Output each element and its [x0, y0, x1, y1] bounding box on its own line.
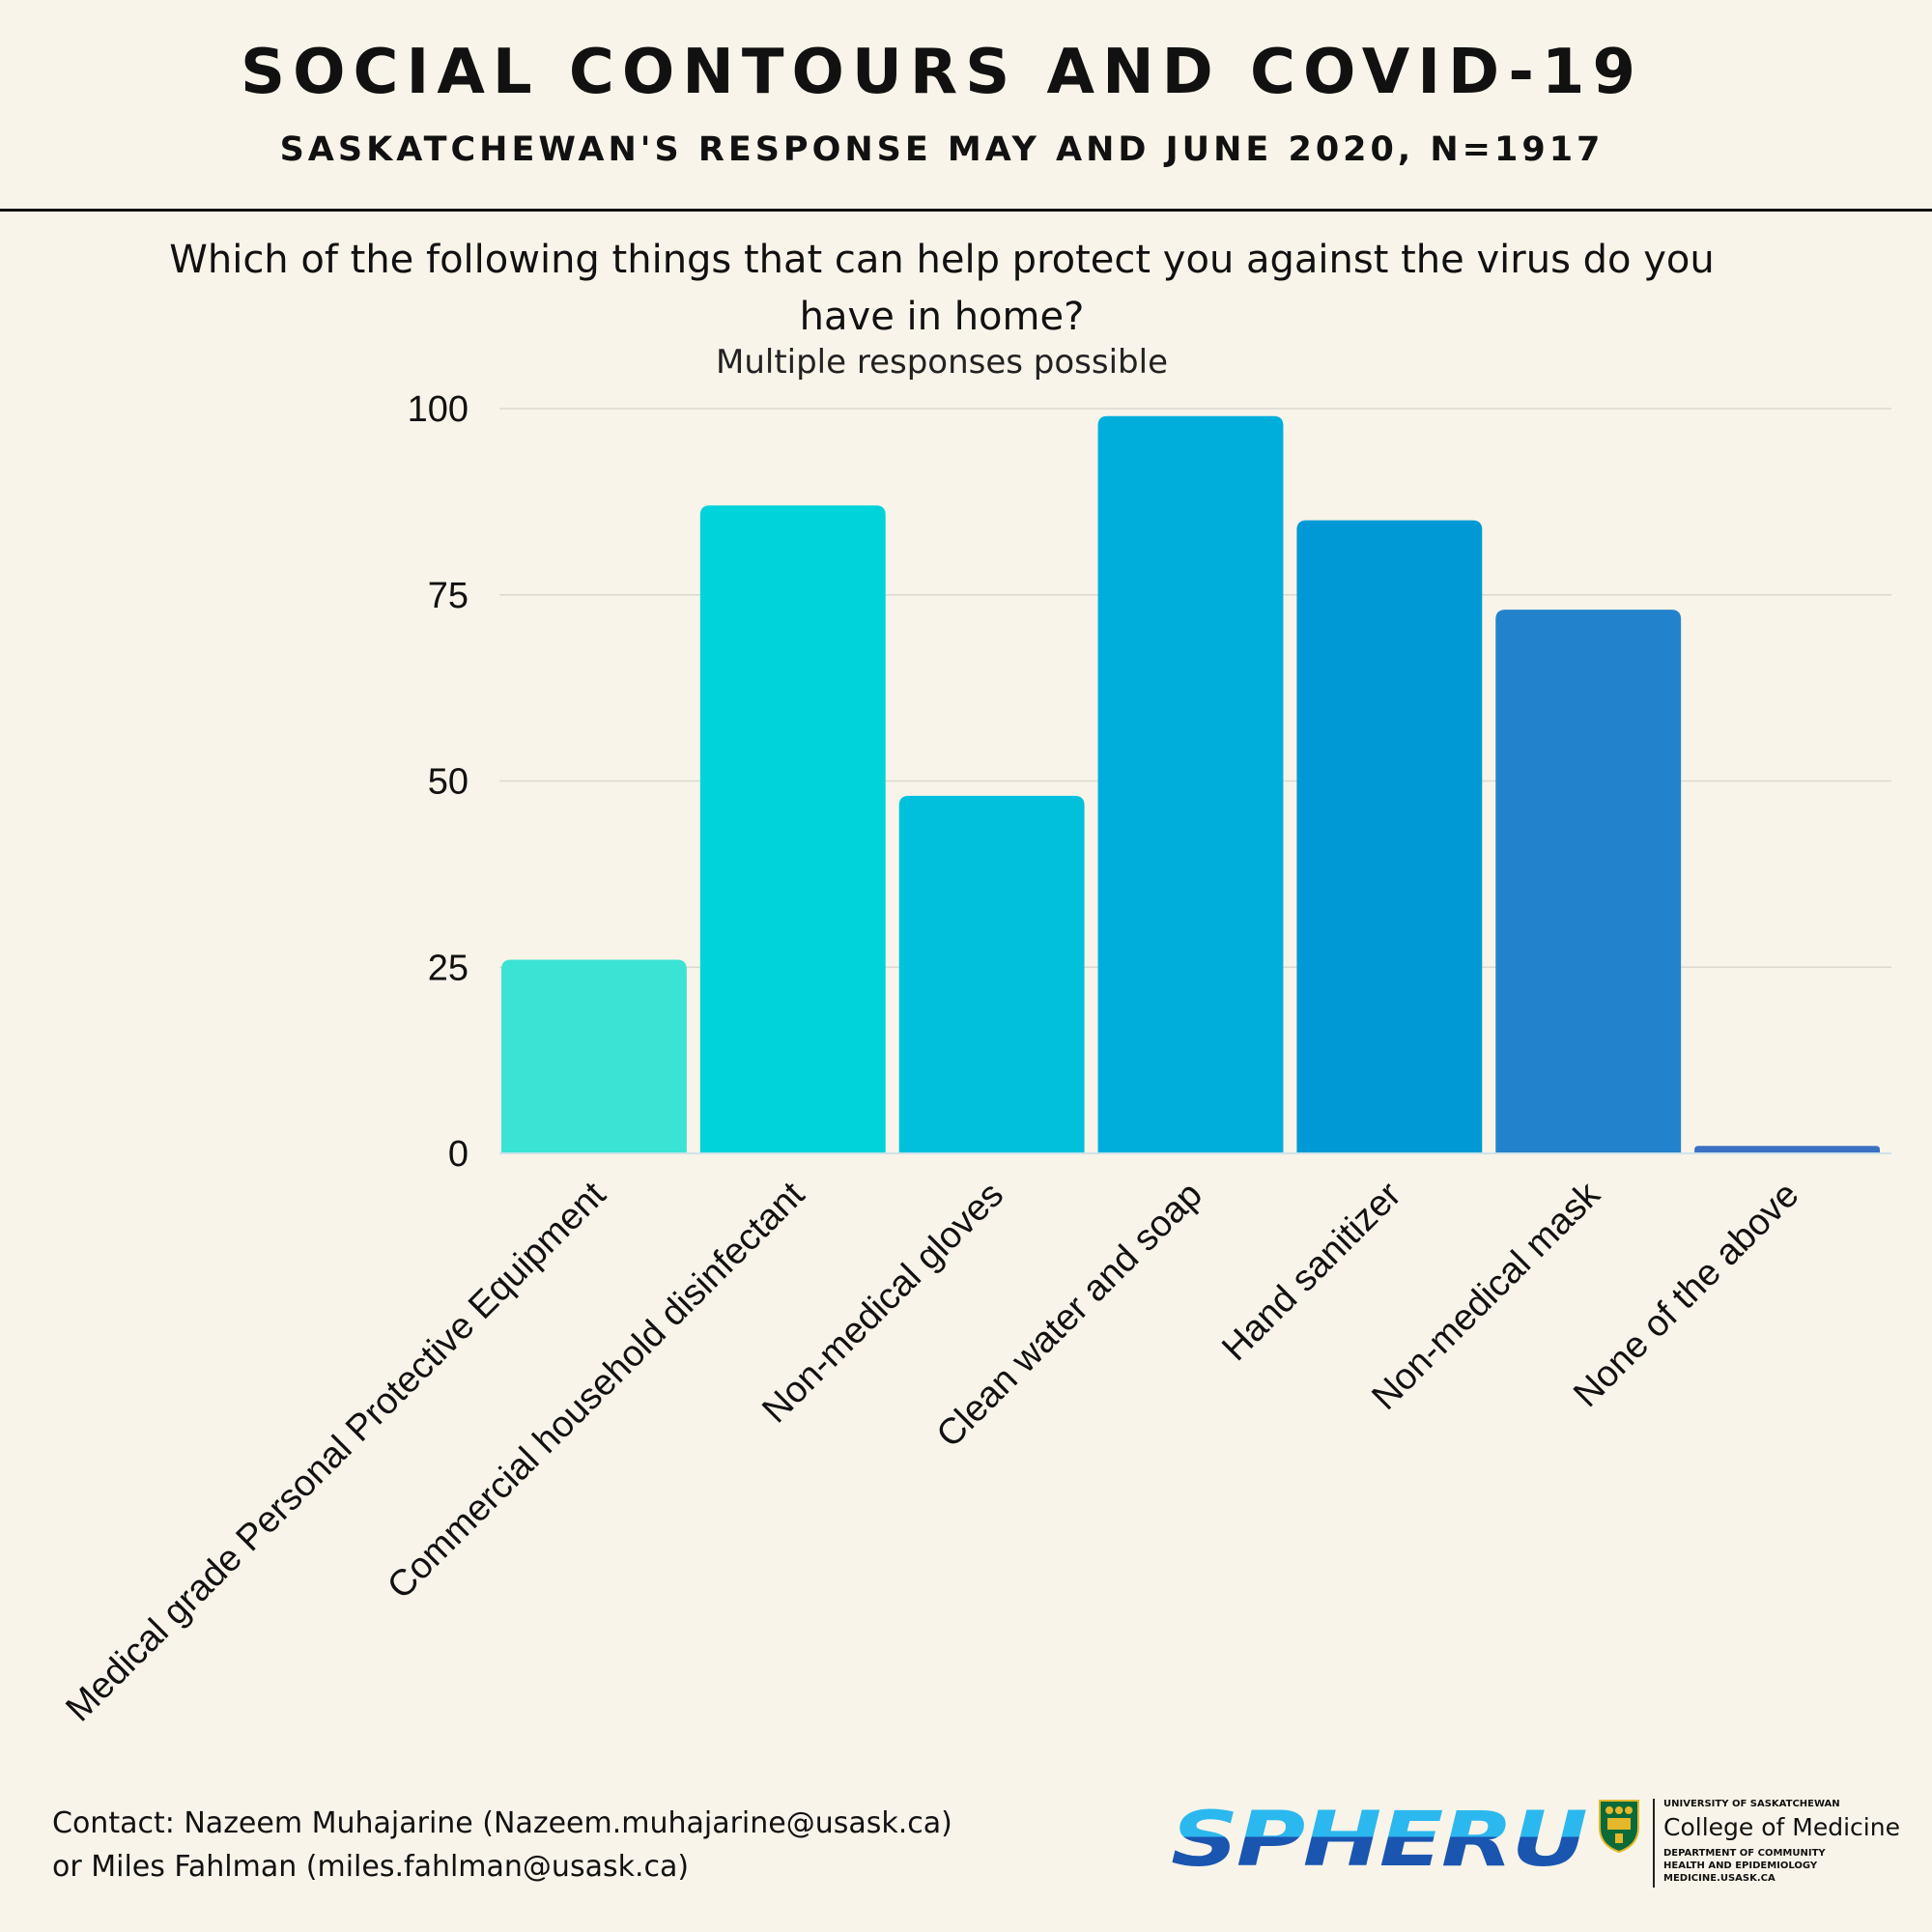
- usask-crest-icon: [1599, 1800, 1639, 1853]
- spheru-logo: SPHERU: [1171, 1803, 1671, 1878]
- department-line-1: DEPARTMENT OF COMMUNITY: [1663, 1848, 1826, 1859]
- y-tick-label: 100: [408, 389, 469, 430]
- logo-divider: [1653, 1799, 1655, 1888]
- contact-line-2: or Miles Fahlman (miles.fahlman@usask.ca…: [52, 1850, 690, 1884]
- header-divider: [0, 209, 1932, 212]
- page-subtitle: SASKATCHEWAN'S RESPONSE MAY AND JUNE 202…: [279, 130, 1605, 169]
- bar-4: [1296, 520, 1483, 1153]
- department-line-2: HEALTH AND EPIDEMIOLOGY: [1663, 1861, 1818, 1871]
- college-name: College of Medicine: [1663, 1813, 1900, 1841]
- website: MEDICINE.USASK.CA: [1663, 1873, 1776, 1884]
- bar-6: [1694, 1146, 1880, 1153]
- bar-1: [699, 505, 886, 1153]
- bar-5: [1495, 610, 1682, 1153]
- x-tick-label: Hand sanitizer: [1214, 1174, 1409, 1369]
- x-tick-label: Commercial household disinfectant: [380, 1174, 812, 1606]
- y-tick-label: 50: [428, 762, 469, 803]
- chart-title: Which of the following things that can h…: [169, 238, 1715, 339]
- x-tick-label: None of the above: [1566, 1175, 1806, 1415]
- y-tick-label: 75: [428, 576, 469, 616]
- bar-3: [1097, 415, 1284, 1154]
- y-tick-label: 25: [428, 948, 469, 988]
- college-of-medicine-logo: UNIVERSITY OF SASKATCHEWAN College of Me…: [1663, 1799, 1900, 1885]
- y-tick-label: 0: [448, 1134, 469, 1175]
- university-name: UNIVERSITY OF SASKATCHEWAN: [1663, 1799, 1840, 1809]
- chart-subtitle: Multiple responses possible: [715, 343, 1168, 382]
- bar-2: [898, 795, 1085, 1153]
- page-title: SOCIAL CONTOURS AND COVID-19: [241, 37, 1643, 108]
- bar-0: [501, 959, 687, 1153]
- contact-line-1: Contact: Nazeem Muhajarine (Nazeem.muhaj…: [52, 1806, 952, 1840]
